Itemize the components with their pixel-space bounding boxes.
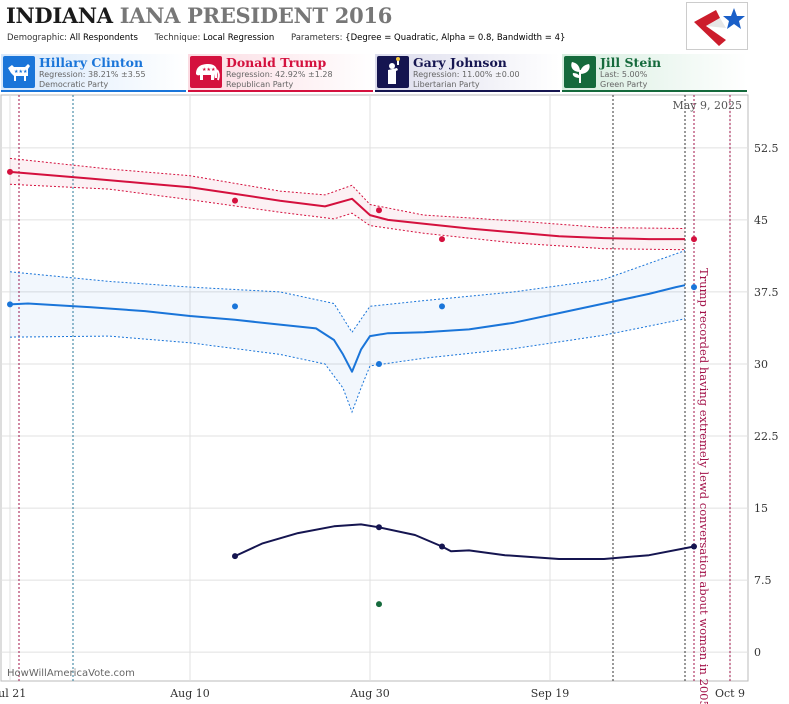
lower-bound-line <box>9 318 686 414</box>
poll-point <box>439 303 445 310</box>
candidate-card-johnson: Gary Johnson Regression: 11.00% ±0.00 Li… <box>375 54 560 92</box>
y-tick-label: 7.5 <box>754 574 772 587</box>
plot-area <box>0 94 749 682</box>
y-tick-label: 0 <box>754 646 761 659</box>
y-tick-label: 15 <box>754 502 768 515</box>
candidate-stat: Last: 5.00% <box>600 70 648 79</box>
poll-point <box>376 524 382 531</box>
upper-bound-line <box>9 250 686 334</box>
poll-point <box>439 543 445 550</box>
candidate-stat: Regression: 11.00% ±0.00 <box>413 70 520 79</box>
candidate-party: Republican Party <box>226 80 294 89</box>
candidate-stat: Regression: 38.21% ±3.55 <box>39 70 146 79</box>
poll-point <box>7 301 13 308</box>
param-value: Local Regression <box>203 33 275 43</box>
watermark: HowWillAmericaVote.com <box>7 668 135 679</box>
poll-point <box>232 303 238 310</box>
y-tick-label: 52.5 <box>754 142 779 155</box>
candidate-party: Libertarian Party <box>413 80 480 89</box>
param-key: Technique: <box>154 33 201 43</box>
candidate-name: Gary Johnson <box>413 55 507 70</box>
event-annotation: Trump recorded having extremely lewd con… <box>697 268 711 704</box>
poll-point <box>376 601 382 608</box>
param-key: Parameters: <box>290 33 343 43</box>
x-tick-label: Oct 9 <box>715 687 745 700</box>
x-tick-label: Aug 10 <box>169 687 210 700</box>
poll-point <box>439 236 445 243</box>
candidate-card-stein: Jill Stein Last: 5.00% Green Party <box>562 54 747 92</box>
confidence-band <box>10 158 685 250</box>
date-label: May 9, 2025 <box>672 99 742 112</box>
y-tick-label: 45 <box>754 214 768 227</box>
param-value: All Respondents <box>69 33 138 43</box>
candidate-name: Donald Trump <box>226 55 327 70</box>
y-tick-label: 22.5 <box>754 430 779 443</box>
svg-text:★★★: ★★★ <box>202 67 216 73</box>
donkey-icon: ★★★ <box>3 56 35 88</box>
poll-point <box>7 168 13 175</box>
upper-bound-line <box>9 157 686 229</box>
candidate-stat: Regression: 42.92% ±1.28 <box>226 70 333 79</box>
x-tick-label: Jul 21 <box>0 687 26 700</box>
candidate-name: Jill Stein <box>600 55 662 70</box>
title-state: INDIANA <box>6 3 113 28</box>
param-key: Demographic: <box>7 33 68 43</box>
candidate-party: Democratic Party <box>39 80 109 89</box>
liberty-icon <box>377 56 409 88</box>
series-line <box>9 284 686 373</box>
y-tick-label: 37.5 <box>754 286 779 299</box>
title-rest: IANA PRESIDENT 2016 <box>119 3 393 28</box>
lower-bound-line <box>9 183 686 251</box>
x-tick-label: Aug 30 <box>349 687 390 700</box>
x-tick-label: Sep 19 <box>531 687 570 700</box>
y-tick-label: 30 <box>754 358 768 371</box>
confidence-band <box>10 250 685 412</box>
leaf-icon <box>564 56 596 88</box>
poll-point <box>691 543 697 550</box>
poll-point <box>376 207 382 214</box>
poll-point <box>232 197 238 204</box>
candidate-card-clinton: ★★★ Hillary Clinton Regression: 38.21% ±… <box>1 54 186 92</box>
page-title: INDIANA IANA PRESIDENT 2016 <box>6 3 392 28</box>
candidate-name: Hillary Clinton <box>39 55 144 70</box>
param-value: {Degree = Quadratic, Alpha = 0.8, Bandwi… <box>345 33 566 43</box>
site-logo-icon <box>686 2 748 50</box>
poll-point <box>691 284 697 291</box>
candidate-party: Green Party <box>600 80 648 89</box>
series-line <box>9 170 685 241</box>
svg-text:★★★: ★★★ <box>14 69 28 75</box>
poll-point <box>376 360 382 367</box>
poll-point <box>691 236 697 243</box>
parameters-line: Demographic: All Respondents Technique: … <box>7 33 579 43</box>
elephant-icon: ★★★ <box>190 56 222 88</box>
candidate-card-trump: ★★★ Donald Trump Regression: 42.92% ±1.2… <box>188 54 373 92</box>
poll-point <box>232 553 238 560</box>
